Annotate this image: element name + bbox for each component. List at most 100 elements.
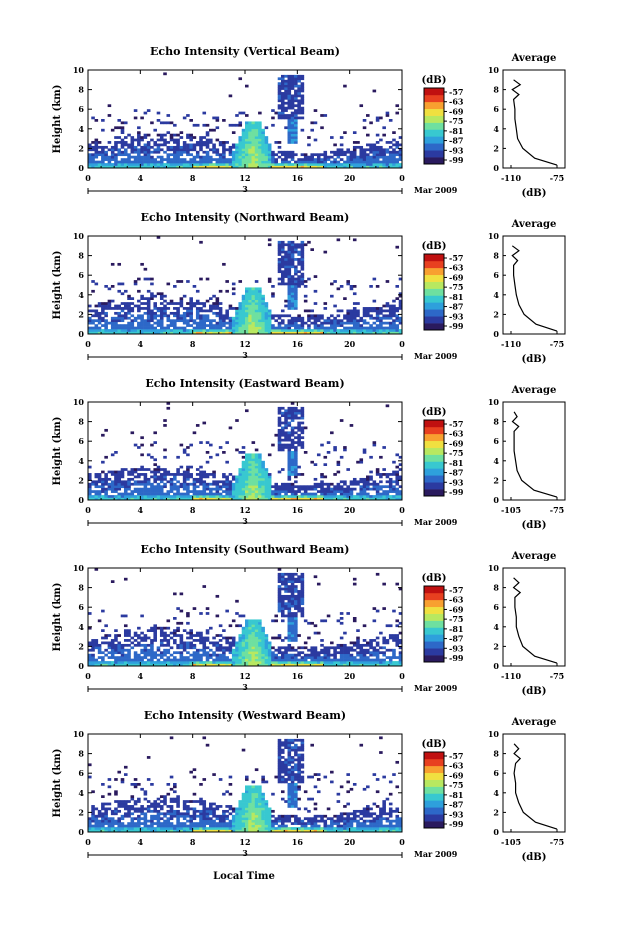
- heatmap-cell: [235, 155, 239, 159]
- heatmap-cell: [362, 165, 367, 169]
- heatmap-cell: [163, 424, 167, 427]
- heatmap-cell: [238, 123, 243, 127]
- heatmap-cell: [94, 492, 99, 496]
- heatmap-cell: [218, 155, 223, 159]
- heatmap-cell: [143, 155, 148, 159]
- heatmap-cell: [343, 446, 347, 449]
- heatmap-cell: [297, 277, 301, 281]
- heatmap-cell: [267, 643, 272, 647]
- heatmap-cell: [274, 319, 279, 323]
- heatmap-cell: [297, 104, 301, 108]
- heatmap-cell: [313, 158, 318, 161]
- heatmap-cell: [215, 116, 220, 120]
- heatmap-cell: [241, 141, 246, 144]
- heatmap-cell: [349, 155, 354, 159]
- heatmap-cell: [398, 663, 403, 667]
- heatmap-cell: [215, 165, 220, 169]
- heatmap-cell: [123, 150, 128, 154]
- heatmap-cell: [339, 163, 344, 166]
- heatmap-cell: [123, 143, 128, 147]
- heatmap-cell: [179, 634, 184, 637]
- heatmap-cell: [267, 316, 272, 320]
- colorbar-swatch: [424, 613, 444, 621]
- heatmap-cell: [133, 304, 138, 308]
- y-tick-label: 10: [73, 65, 85, 75]
- heatmap-cell: [300, 240, 305, 244]
- heatmap-cell: [222, 451, 226, 454]
- heatmap-cell: [352, 321, 357, 325]
- heatmap-cell: [235, 307, 239, 310]
- heatmap-cell: [267, 150, 272, 154]
- heatmap-cell: [215, 480, 220, 484]
- heatmap-cell: [290, 629, 295, 632]
- heatmap-cell: [231, 619, 236, 623]
- heatmap-cell: [316, 631, 321, 635]
- heatmap-cell: [245, 160, 249, 164]
- heatmap-cell: [379, 487, 383, 491]
- x-tick-label: 8: [190, 173, 196, 183]
- heatmap-cell: [287, 104, 292, 108]
- heatmap-cell: [294, 451, 298, 454]
- heatmap-cell: [245, 656, 249, 659]
- heatmap-cell: [267, 331, 272, 335]
- heatmap-cell: [186, 656, 190, 659]
- heatmap-cell: [277, 265, 282, 269]
- heatmap-cell: [385, 316, 390, 320]
- heatmap-cell: [333, 158, 337, 161]
- heatmap-cell: [182, 148, 187, 152]
- heatmap-cell: [120, 331, 125, 335]
- heatmap-cell: [290, 592, 295, 596]
- heatmap-cell: [339, 480, 344, 484]
- heatmap-cell: [294, 287, 298, 291]
- heatmap-cell: [277, 495, 282, 498]
- heatmap-cell: [287, 487, 292, 491]
- heatmap-cell: [349, 658, 354, 662]
- heatmap-cell: [199, 470, 203, 474]
- heatmap-cell: [287, 331, 292, 335]
- heatmap-cell: [107, 470, 112, 474]
- heatmap-cell: [182, 165, 187, 169]
- heatmap-cell: [215, 297, 220, 300]
- heatmap-cell: [372, 619, 377, 623]
- heatmap-cell: [392, 656, 396, 659]
- heatmap-cell: [231, 307, 236, 310]
- heatmap-cell: [117, 326, 122, 330]
- heatmap-cell: [212, 331, 216, 335]
- heatmap-cell: [395, 624, 400, 628]
- heatmap-cell: [182, 160, 187, 164]
- heatmap-cell: [202, 473, 207, 476]
- heatmap-cell: [336, 663, 341, 667]
- colorbar-tick-label: -57: [449, 253, 463, 263]
- heatmap-cell: [241, 321, 246, 325]
- heatmap-cell: [320, 663, 324, 667]
- heatmap-cell: [150, 277, 154, 281]
- heatmap-cell: [320, 165, 324, 169]
- heatmap-cell: [143, 277, 148, 281]
- heatmap-cell: [251, 145, 256, 149]
- heatmap-cell: [231, 653, 236, 657]
- heatmap-cell: [294, 111, 298, 115]
- heatmap-cell: [352, 495, 357, 498]
- heatmap-cell: [264, 302, 269, 305]
- heatmap-cell: [88, 158, 92, 161]
- heatmap-cell: [241, 294, 246, 298]
- heatmap-cell: [94, 643, 99, 647]
- heatmap-cell: [284, 101, 288, 105]
- heatmap-cell: [287, 446, 292, 449]
- heatmap-cell: [156, 487, 161, 491]
- heatmap-cell: [359, 490, 364, 493]
- heatmap-cell: [297, 473, 301, 476]
- heatmap-cell: [186, 311, 190, 315]
- heatmap-cell: [186, 475, 190, 479]
- heatmap-cell: [137, 468, 141, 471]
- heatmap-cell: [372, 653, 377, 657]
- heatmap-cell: [277, 443, 282, 447]
- heatmap-cell: [346, 158, 350, 161]
- heatmap-cell: [189, 646, 193, 650]
- heatmap-cell: [294, 302, 298, 305]
- heatmap-cell: [388, 487, 393, 491]
- heatmap-cell: [241, 150, 246, 154]
- heatmap-cell: [248, 316, 252, 320]
- heatmap-cell: [258, 324, 262, 327]
- heatmap-cell: [212, 641, 216, 645]
